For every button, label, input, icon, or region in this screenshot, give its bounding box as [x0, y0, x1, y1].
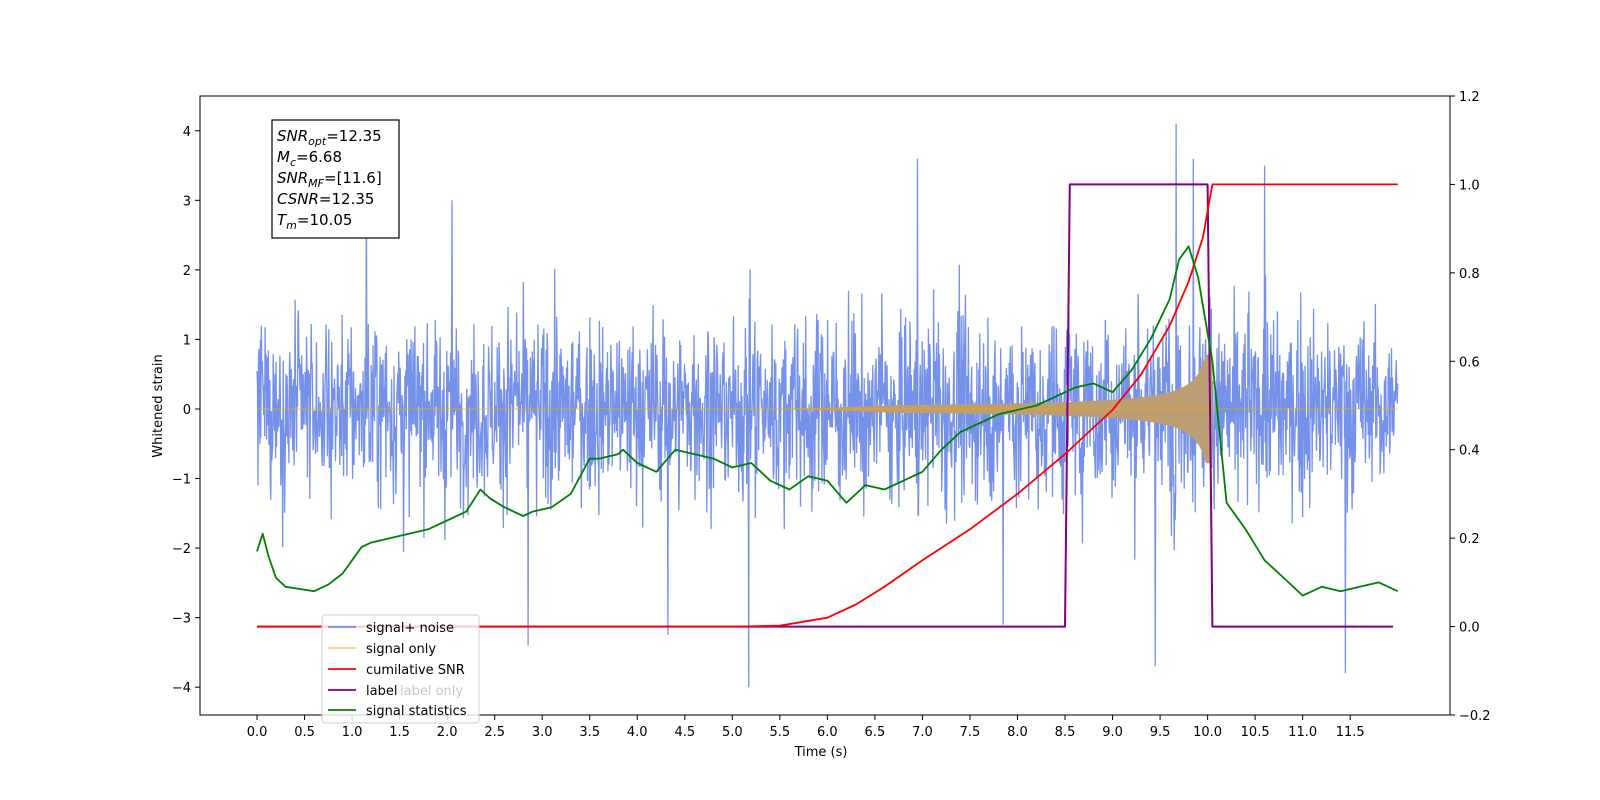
y-tick-label: 2	[183, 264, 191, 279]
legend: signal+ noise signal only cumilative SNR la…	[321, 614, 480, 724]
x-tick-label: 8.0	[1007, 725, 1028, 740]
y2-tick-label: 0.2	[1459, 532, 1480, 547]
y-tick-label: −2	[172, 542, 191, 557]
y2-tick-label: 0.0	[1459, 621, 1480, 636]
y2-tick-label: 1.2	[1459, 90, 1480, 105]
y-tick-label: −3	[172, 612, 191, 627]
legend-label: signal statistics	[366, 704, 467, 719]
x-tick-label: 7.5	[960, 725, 981, 740]
y-axis-label: Whitened strain	[151, 354, 166, 457]
stats-annotation: SNRopt=12.35Mc=6.68SNRMF=[11.6]CSNR=12.3…	[271, 119, 400, 239]
stats-line: SNRMF=[11.6]	[277, 169, 382, 190]
x-axis-label: Time (s)	[794, 745, 848, 760]
y-axis-left: −4 −3 −2 −1 0 1 2 3 4	[172, 125, 200, 696]
x-tick-label: 9.0	[1102, 725, 1123, 740]
x-tick-label: 8.5	[1055, 725, 1076, 740]
y2-tick-label: 1.0	[1459, 178, 1480, 193]
x-tick-label: 0.0	[247, 725, 268, 740]
x-tick-label: 10.0	[1193, 725, 1222, 740]
x-tick-label: 3.5	[579, 725, 600, 740]
x-tick-label: 1.5	[389, 725, 410, 740]
x-tick-label: 2.0	[437, 725, 458, 740]
x-tick-label: 11.0	[1288, 725, 1317, 740]
x-axis: 0.0 0.5 1.0 1.5 2.0 2.5 3.0 3.5 4.0 4.5 5.0 5.5 6.0 6…	[247, 715, 1365, 740]
y2-tick-label: 0.4	[1459, 444, 1480, 459]
x-tick-label: 0.5	[294, 725, 315, 740]
y2-tick-label: 0.6	[1459, 355, 1480, 370]
stats-line: Mc=6.68	[277, 148, 342, 169]
legend-label: label only	[400, 684, 463, 699]
x-tick-label: 10.5	[1241, 725, 1270, 740]
series-cumulative-snr	[257, 183, 1398, 628]
y-axis-right: −0.2 0.0 0.2 0.4 0.6 0.8 1.0 1.2	[1450, 90, 1491, 724]
x-tick-label: 3.0	[532, 725, 553, 740]
x-tick-label: 4.5	[674, 725, 695, 740]
y-tick-label: −4	[172, 681, 191, 696]
stats-line: SNRopt=12.35	[277, 127, 382, 148]
x-tick-label: 5.0	[722, 725, 743, 740]
x-tick-label: 2.5	[484, 725, 505, 740]
x-tick-label: 5.5	[770, 725, 791, 740]
y-tick-label: −1	[172, 473, 191, 488]
y-tick-label: 0	[183, 403, 191, 418]
x-tick-label: 7.0	[912, 725, 933, 740]
series-label	[257, 183, 1393, 628]
x-tick-label: 6.5	[865, 725, 886, 740]
x-tick-label: 1.0	[342, 725, 363, 740]
y-tick-label: 4	[183, 125, 191, 140]
stats-line: Tm=10.05	[277, 211, 352, 232]
data-layer	[256, 123, 1399, 688]
legend-label: cumilative SNR	[366, 663, 465, 678]
x-tick-label: 4.0	[627, 725, 648, 740]
legend-label: signal only	[366, 642, 436, 657]
legend-box	[321, 614, 480, 724]
series-signal-statistics	[256, 245, 1399, 597]
y-tick-label: 1	[183, 333, 191, 348]
stats-box	[271, 119, 400, 239]
stats-line: CSNR=12.35	[277, 190, 374, 208]
legend-label: signal+ noise	[366, 621, 454, 636]
x-tick-label: 6.0	[817, 725, 838, 740]
plot-frame	[199, 95, 1451, 716]
x-tick-label: 9.5	[1150, 725, 1171, 740]
y-tick-label: 3	[183, 194, 191, 209]
legend-label: label	[366, 684, 397, 699]
x-tick-label: 11.5	[1336, 725, 1365, 740]
y2-tick-label: −0.2	[1459, 709, 1491, 724]
y2-tick-label: 0.8	[1459, 267, 1480, 282]
